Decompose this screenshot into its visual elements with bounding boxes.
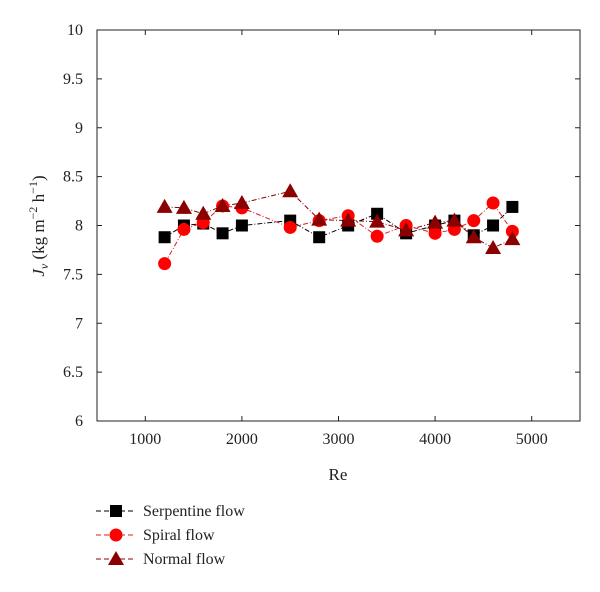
- normal-flow-point: [398, 222, 415, 237]
- y-tick-label: 6: [75, 413, 83, 430]
- serpentine-flow-point: [235, 219, 248, 232]
- legend-serpentine-flow-marker: [110, 505, 122, 517]
- y-tick-label: 9.5: [63, 71, 83, 88]
- serpentine-flow-point: [313, 231, 326, 244]
- normal-flow-point: [195, 205, 212, 220]
- y-axis-symbol: J: [29, 268, 48, 277]
- spiral-flow-point: [158, 257, 172, 271]
- spiral-flow-point: [283, 220, 297, 234]
- spiral-flow-point: [428, 226, 442, 240]
- x-tick-label: 1000: [129, 431, 161, 448]
- legend-serpentine-flow-label: Serpentine flow: [143, 503, 245, 520]
- serpentine-flow-point: [216, 227, 229, 240]
- legend-spiral-flow-label: Spiral flow: [143, 527, 215, 544]
- legend-spiral-flow-marker: [109, 528, 123, 542]
- y-axis-unit-mid: h: [29, 193, 48, 206]
- normal-flow-point: [282, 183, 299, 198]
- x-axis-label: Re: [329, 465, 348, 484]
- y-axis-exponent-1: −2: [26, 207, 40, 220]
- normal-flow-point: [446, 212, 463, 227]
- spiral-flow-point: [370, 229, 384, 243]
- legend: Serpentine flow Spiral flow Normal flow: [96, 503, 245, 568]
- serpentine-flow-point: [487, 219, 500, 232]
- y-axis-unit-close: ): [29, 175, 48, 181]
- legend-normal-flow-label: Normal flow: [143, 551, 226, 568]
- axis-ticks: 1000 2000 3000 4000 5000 6 6.5 7 7.5 8 8.5 9 9.5 10: [63, 22, 580, 448]
- x-tick-label: 5000: [516, 431, 548, 448]
- normal-flow-line: [164, 190, 513, 249]
- x-tick-label: 4000: [419, 431, 451, 448]
- y-tick-label: 8.5: [63, 169, 83, 186]
- y-tick-label: 10: [67, 22, 83, 39]
- y-axis-label: Jv (kg m−2 h−1): [26, 175, 51, 276]
- normal-flow-point: [156, 198, 173, 213]
- normal-flow-point: [175, 199, 192, 214]
- x-tick-label: 2000: [226, 431, 258, 448]
- normal-flow-point: [485, 239, 502, 254]
- normal-flow-point: [465, 229, 482, 244]
- series-markers: [156, 183, 521, 271]
- spiral-flow-point: [486, 196, 500, 210]
- y-tick-label: 7: [75, 315, 83, 332]
- normal-flow-point: [427, 214, 444, 229]
- plot-frame: [96, 29, 581, 422]
- serpentine-flow-point: [158, 231, 171, 244]
- normal-flow-point: [504, 231, 521, 246]
- normal-flow-point: [233, 195, 250, 210]
- y-tick-label: 8: [75, 218, 83, 235]
- normal-flow-point: [214, 197, 231, 212]
- y-axis-exponent-2: −1: [26, 181, 40, 194]
- normal-flow-point: [311, 211, 328, 226]
- y-tick-label: 7.5: [63, 266, 83, 283]
- normal-flow-point: [340, 212, 357, 227]
- serpentine-flow-point: [506, 200, 519, 213]
- legend-normal-flow-marker: [108, 551, 124, 565]
- spiral-flow-point: [177, 222, 191, 236]
- y-tick-label: 9: [75, 120, 83, 137]
- y-axis-unit-open: (kg m: [29, 219, 48, 263]
- normal-flow-point: [369, 213, 386, 228]
- y-axis-subscript: v: [37, 263, 51, 269]
- x-tick-label: 3000: [323, 431, 355, 448]
- spiral-flow-point: [467, 214, 481, 228]
- y-tick-label: 6.5: [63, 364, 83, 381]
